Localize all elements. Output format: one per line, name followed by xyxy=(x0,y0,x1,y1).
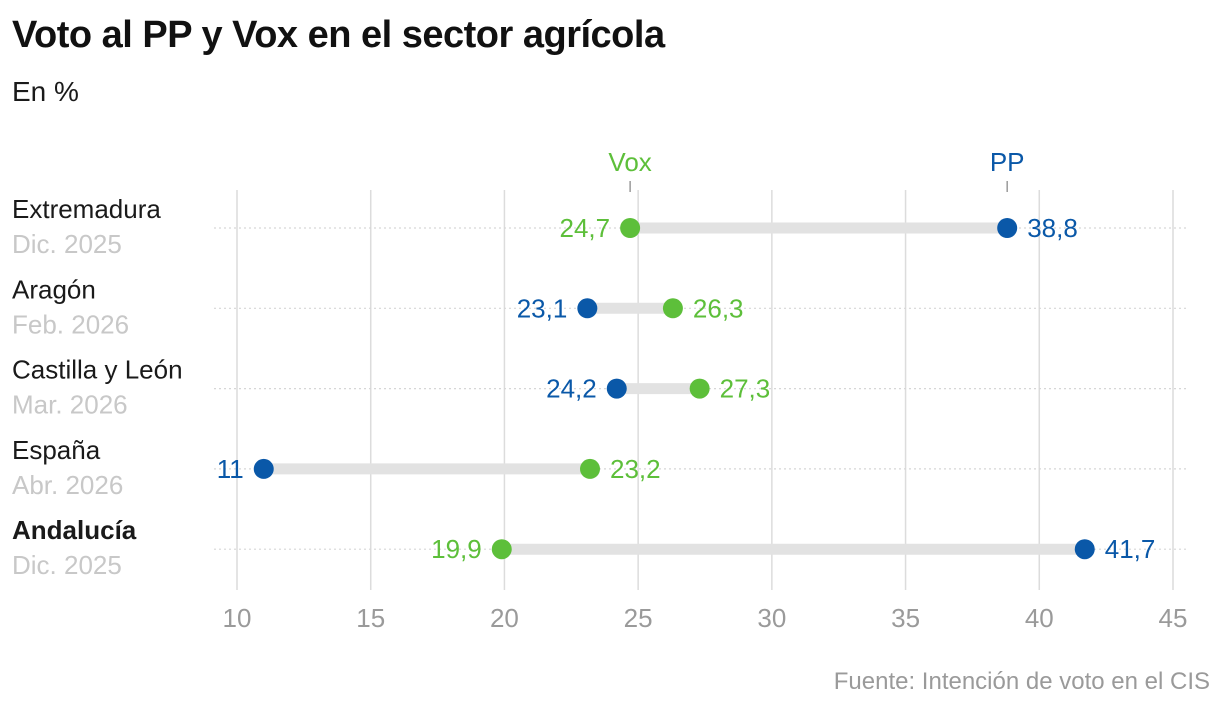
legend-label-pp: PP xyxy=(990,147,1025,177)
pp-dot xyxy=(997,218,1018,238)
pp-dot xyxy=(577,298,598,319)
row-date-label: Feb. 2026 xyxy=(12,309,129,339)
pp-value-label: 24,2 xyxy=(546,374,597,404)
vox-value-label: 24,7 xyxy=(560,213,611,243)
row-region-label: Andalucía xyxy=(12,515,137,545)
pp-value-label: 23,1 xyxy=(517,293,568,323)
x-tick-label: 20 xyxy=(490,603,519,633)
row-region-label: España xyxy=(12,435,101,465)
x-tick-label: 35 xyxy=(891,603,920,633)
vox-value-label: 23,2 xyxy=(610,454,661,484)
chart-subtitle: En % xyxy=(12,76,79,107)
row-date-label: Dic. 2025 xyxy=(12,229,122,259)
pp-value-label: 41,7 xyxy=(1105,534,1156,564)
vox-value-label: 27,3 xyxy=(720,374,771,404)
chart-title: Voto al PP y Vox en el sector agrícola xyxy=(12,14,665,56)
pp-value-label: 38,8 xyxy=(1027,213,1078,243)
vox-value-label: 19,9 xyxy=(431,534,482,564)
x-tick-label: 15 xyxy=(356,603,385,633)
x-tick-label: 10 xyxy=(223,603,252,633)
vox-dot xyxy=(689,378,710,399)
source-note: Fuente: Intención de voto en el CIS xyxy=(833,668,1210,695)
row-date-label: Mar. 2026 xyxy=(12,390,128,420)
x-tick-label: 45 xyxy=(1159,603,1188,633)
vox-dot xyxy=(491,539,512,560)
row-region-label: Extremadura xyxy=(12,194,161,224)
vox-dot xyxy=(620,218,641,238)
pp-value-label: 11 xyxy=(217,454,244,484)
legend-label-vox: Vox xyxy=(608,147,651,177)
row-region-label: Aragón xyxy=(12,274,96,304)
row-date-label: Dic. 2025 xyxy=(12,550,122,580)
row-date-label: Abr. 2026 xyxy=(12,470,123,500)
x-tick-label: 25 xyxy=(624,603,653,633)
pp-dot xyxy=(1074,539,1095,560)
row-region-label: Castilla y León xyxy=(12,355,183,385)
vox-value-label: 26,3 xyxy=(693,293,744,323)
pp-dot xyxy=(606,378,627,399)
x-tick-label: 40 xyxy=(1025,603,1054,633)
vox-dot xyxy=(662,298,683,319)
x-tick-label: 30 xyxy=(757,603,786,633)
vox-dot xyxy=(580,458,601,479)
pp-dot xyxy=(253,458,274,479)
